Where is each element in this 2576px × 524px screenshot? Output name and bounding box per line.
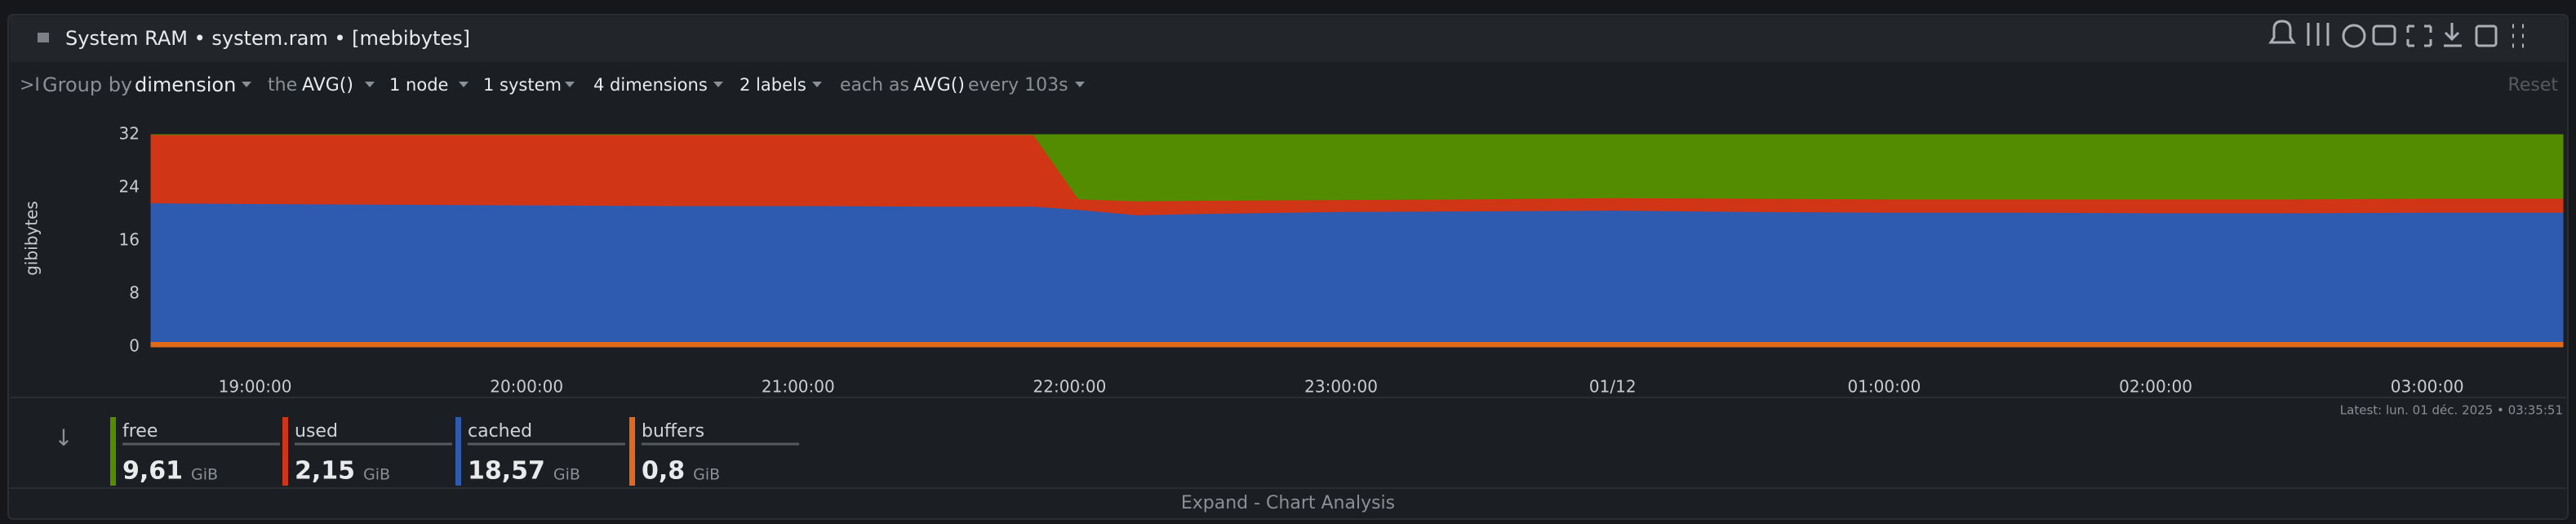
- alert-icon[interactable]: [2268, 20, 2296, 44]
- chart-header: System RAM • system.ram • [mebibytes]: [65, 27, 470, 50]
- legend-value: 2,15: [295, 457, 355, 486]
- chevrons: [242, 82, 1085, 87]
- x-tick-label: 21:00:00: [762, 377, 835, 397]
- x-tick-label: 03:00:00: [2391, 377, 2464, 397]
- y-tick-label: 0: [129, 336, 140, 356]
- legend-unit: GiB: [191, 466, 218, 484]
- legend-swatch: [455, 417, 461, 486]
- layers-icon[interactable]: [2372, 24, 2396, 46]
- labels-filter[interactable]: 2 labels: [739, 75, 806, 95]
- y-tick-label: 16: [119, 230, 140, 250]
- legend-name: free: [122, 421, 158, 442]
- save-icon[interactable]: [2475, 24, 2498, 47]
- legend-name: cached: [468, 421, 532, 442]
- expand-button[interactable]: Expand - Chart Analysis: [1181, 493, 1395, 513]
- download-icon[interactable]: [2444, 23, 2462, 47]
- chevron[interactable]: [365, 82, 375, 87]
- aggregation-value[interactable]: AVG(): [302, 75, 353, 95]
- info-icon[interactable]: [2342, 24, 2366, 48]
- reset-button[interactable]: Reset: [2508, 75, 2559, 95]
- x-tick-label: 22:00:00: [1033, 377, 1107, 397]
- area-buffers: [150, 341, 2564, 348]
- x-tick-label: 01:00:00: [1847, 377, 1921, 397]
- y-tick-label: 24: [119, 177, 140, 197]
- y-tick-label: 8: [129, 283, 140, 303]
- area-cached: [150, 202, 2564, 342]
- settings-icon[interactable]: [2307, 23, 2330, 46]
- x-tick-label: 01/12: [1589, 377, 1637, 397]
- x-tick-label: 19:00:00: [219, 377, 292, 397]
- legend-unit: GiB: [553, 466, 580, 484]
- time-agg-interval: every 103s: [968, 75, 1068, 95]
- group-by-value[interactable]: dimension: [135, 73, 236, 96]
- area-free: [151, 134, 2564, 202]
- legend-name: used: [295, 421, 338, 442]
- legend: free 9,61 GiB used 2,15 GiB cached 18,57 GiB buff…: [110, 417, 799, 486]
- header-bar: [10, 16, 2566, 62]
- legend-value: 0,8: [642, 457, 685, 486]
- nodes-filter[interactable]: 1 node: [389, 75, 448, 95]
- legend-swatch: [110, 417, 116, 486]
- legend-value: 18,57: [468, 457, 545, 486]
- y-tick-label: 32: [119, 124, 140, 144]
- time-agg-label: each as: [840, 75, 909, 95]
- sort-arrow[interactable]: ↓: [54, 424, 73, 451]
- header-icons: [2268, 20, 2524, 48]
- x-tick-label: 02:00:00: [2119, 377, 2192, 397]
- chevron[interactable]: [713, 82, 723, 87]
- legend-swatch: [282, 417, 288, 486]
- legend-unit: GiB: [363, 466, 390, 484]
- latest-timestamp: Latest: lun. 01 déc. 2025 • 03:35:51: [2340, 403, 2563, 418]
- legend-value: 9,61: [122, 457, 183, 486]
- plot-area: [150, 134, 2564, 348]
- systems-filter[interactable]: 1 system: [483, 75, 562, 95]
- fullscreen-icon[interactable]: [2406, 24, 2432, 47]
- legend-swatch: [629, 417, 635, 486]
- y-axis-label: gibibytes: [22, 201, 42, 276]
- group-by-label: Group by: [42, 73, 132, 96]
- chevron[interactable]: [812, 82, 822, 87]
- x-tick-label: 20:00:00: [490, 377, 563, 397]
- chevron[interactable]: [565, 82, 575, 87]
- time-agg-value[interactable]: AVG(): [913, 75, 965, 95]
- chart-icon: [38, 33, 49, 42]
- chevron[interactable]: [459, 82, 469, 87]
- aggregation-label: the: [268, 75, 297, 95]
- chevron[interactable]: [1075, 82, 1085, 87]
- x-tick-label: 23:00:00: [1304, 377, 1378, 397]
- legend-unit: GiB: [693, 466, 720, 484]
- dimensions-filter[interactable]: 4 dimensions: [593, 75, 708, 95]
- chevron[interactable]: [242, 82, 251, 87]
- collapse-icon[interactable]: >I: [20, 75, 40, 95]
- drag-icon[interactable]: [2512, 24, 2524, 48]
- legend-name: buffers: [642, 421, 704, 442]
